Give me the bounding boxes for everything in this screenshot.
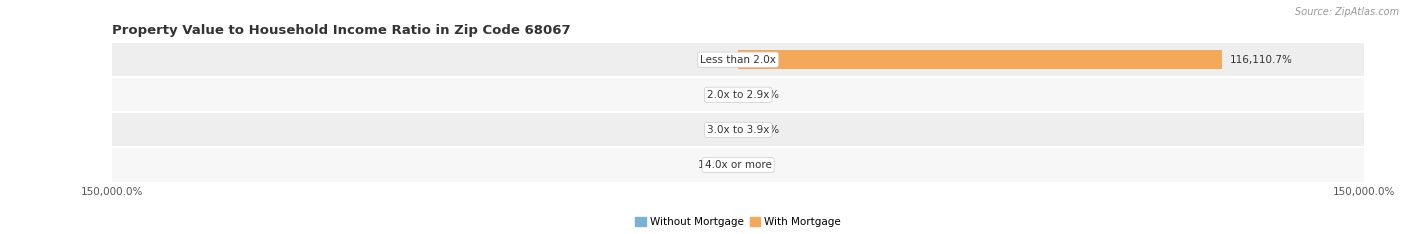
Text: 0.0%: 0.0% [745, 160, 772, 170]
Bar [112, 147, 1364, 183]
Bar [112, 42, 1364, 77]
Text: 2.0x to 2.9x: 2.0x to 2.9x [707, 90, 769, 100]
Text: 25.3%: 25.3% [745, 125, 779, 135]
Text: 14.9%: 14.9% [697, 160, 731, 170]
Text: 71.6%: 71.6% [697, 55, 730, 65]
Text: 7.8%: 7.8% [704, 90, 731, 100]
Text: 4.0x or more: 4.0x or more [704, 160, 772, 170]
Text: 3.0x to 3.9x: 3.0x to 3.9x [707, 125, 769, 135]
Bar [112, 77, 1364, 112]
Legend: Without Mortgage, With Mortgage: Without Mortgage, With Mortgage [631, 213, 845, 231]
Text: Less than 2.0x: Less than 2.0x [700, 55, 776, 65]
Text: 70.7%: 70.7% [747, 90, 779, 100]
Bar [112, 112, 1364, 147]
Text: 116,110.7%: 116,110.7% [1230, 55, 1294, 65]
Text: Source: ZipAtlas.com: Source: ZipAtlas.com [1295, 7, 1399, 17]
Text: 5.7%: 5.7% [704, 125, 731, 135]
Text: Property Value to Household Income Ratio in Zip Code 68067: Property Value to Household Income Ratio… [112, 24, 571, 37]
Bar [738, 50, 1222, 69]
